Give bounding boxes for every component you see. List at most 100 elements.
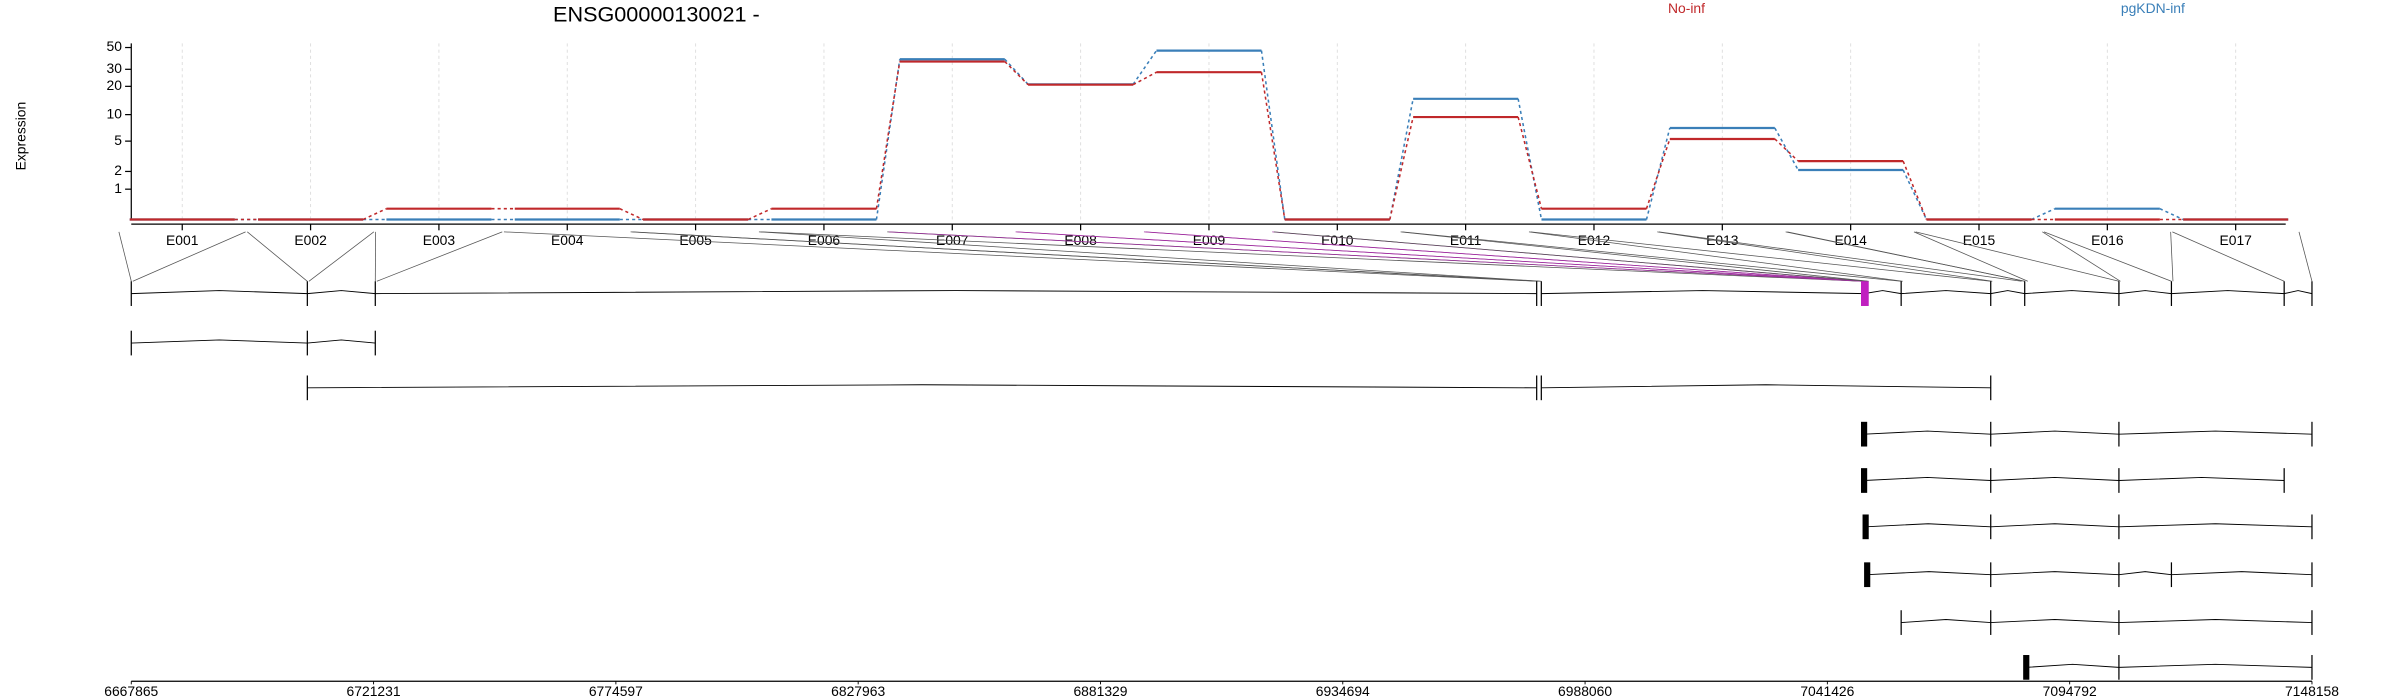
x-tick-label: E002 [294,232,327,248]
exon-link [1913,231,2028,282]
exon-link [2042,231,2121,282]
exon [1861,281,1869,306]
exon-link [2170,231,2174,282]
intron [1990,523,2119,528]
connector [2159,208,2184,221]
y-axis-label: Expression [12,102,28,171]
x-tick-label: E012 [1578,232,1611,248]
x-tick-label: E015 [1963,232,1996,248]
connector [1260,50,1286,220]
exon-link [1400,231,1869,282]
exon-link [632,231,1540,282]
exon-link [1402,231,1902,282]
exon-link [2298,231,2313,282]
intron [1901,290,1991,295]
exon [1861,421,1868,447]
intron [2024,290,2119,295]
exon-link [1658,231,2022,282]
exon [1864,562,1871,588]
legend-entry: pgKDN-inf [2121,0,2185,16]
intron [1541,290,1865,295]
connector [1902,160,1928,220]
exon-link [308,231,375,282]
exon-link [888,231,1863,282]
genome-tick-label: 6988060 [1558,683,1612,699]
connector [1389,98,1414,220]
intron [307,290,376,295]
intron [1901,619,1991,624]
y-tick-label: 10 [107,105,123,121]
genome-tick-label: 6774597 [589,683,643,699]
intron [1541,384,1991,389]
intron [131,290,308,295]
x-tick-label: E009 [1193,232,1226,248]
genome-tick-label: 7094792 [2043,683,2097,699]
connector [2031,208,2056,221]
connector [1004,61,1029,86]
intron [1990,619,2119,624]
intron [2284,290,2313,295]
genome-tick-label: 6827963 [831,683,885,699]
y-tick-label: 30 [107,60,123,76]
connector [619,208,644,221]
exon-link [1657,231,1993,282]
exon-link [1273,231,1868,282]
genome-tick-label: 7148158 [2285,683,2339,699]
genome-tick-label: 7041426 [1800,683,1854,699]
connector [362,208,387,221]
intron [307,339,376,344]
intron [1990,476,2119,481]
connector [1902,169,1928,220]
connector [747,208,772,221]
exon-link [503,231,1537,282]
chart-title: ENSG00000130021 - [553,1,760,26]
connector [1260,72,1286,220]
y-tick-label: 2 [114,162,122,178]
connector [1774,138,1799,162]
intron [2118,663,2312,668]
connector [1132,71,1157,86]
genome-tick-label: 6721231 [347,683,401,699]
x-tick-label: E013 [1706,232,1739,248]
intron [2118,619,2312,624]
connector [1389,116,1414,220]
exon-link [247,231,308,282]
connector [875,61,901,209]
intron [2171,290,2285,295]
y-tick-label: 50 [107,38,123,54]
exon [1862,514,1869,540]
exon-link [1530,231,1991,282]
x-tick-label: E017 [2219,232,2252,248]
intron [1864,476,1991,481]
intron [375,290,1537,295]
intron [1864,430,1991,435]
connector [1774,127,1799,171]
x-tick-label: E003 [423,232,456,248]
intron [2118,476,2285,481]
x-tick-label: E001 [166,232,199,248]
intron [1990,571,2119,576]
intron [2026,663,2119,668]
exon-link [1528,231,1903,282]
legend-entry: No-inf [1668,0,1705,16]
exon-link [1145,231,1866,282]
connector [1517,116,1543,209]
intron [2118,571,2172,576]
exon-link [2172,231,2285,282]
exon-link [1017,231,1865,282]
x-tick-label: E016 [2091,232,2124,248]
x-tick-label: E010 [1321,232,1354,248]
intron [307,384,1537,389]
intron [2118,430,2312,435]
intron [1864,290,1902,295]
x-tick-label: E005 [679,232,712,248]
genome-tick-label: 6667865 [104,683,158,699]
connector [1132,50,1158,85]
y-tick-label: 5 [114,132,122,148]
intron [1990,290,2025,295]
exon-link [1787,231,2025,282]
intron [1867,571,1991,576]
connector [1517,98,1543,220]
